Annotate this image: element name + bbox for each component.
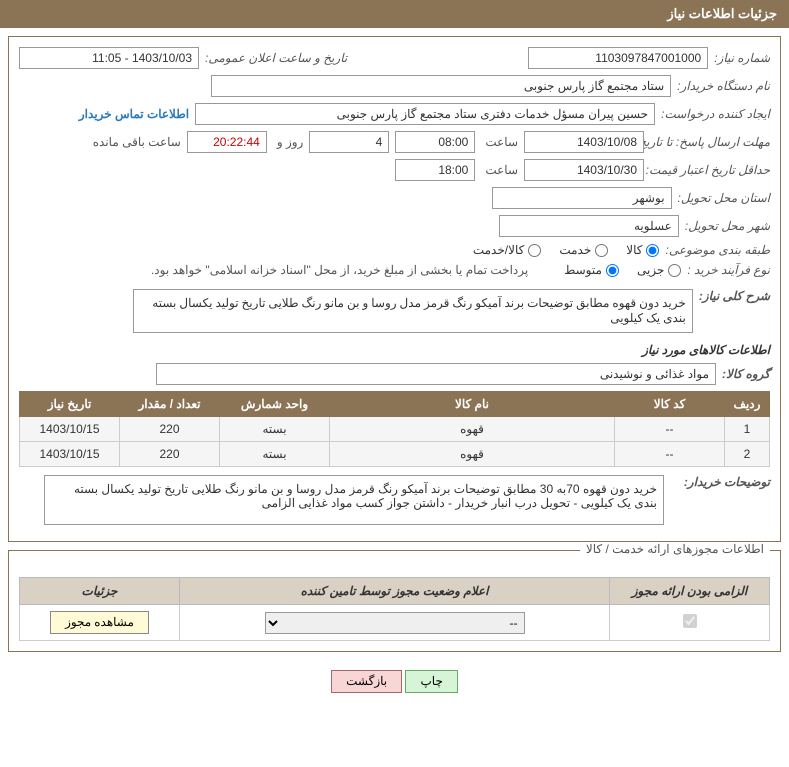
contact-link[interactable]: اطلاعات تماس خریدار [79, 107, 189, 121]
th-code: کد کالا [615, 392, 725, 417]
cell-qty: 220 [120, 417, 220, 442]
radio-service-label: خدمت [559, 243, 591, 257]
cell-date: 1403/10/15 [20, 417, 120, 442]
validity-label: حداقل تاریخ اعتبار قیمت: تا تاریخ: [650, 163, 770, 177]
th-date: تاریخ نیاز [20, 392, 120, 417]
process-note: پرداخت تمام یا بخشی از مبلغ خرید، از محل… [151, 263, 528, 277]
goods-info-title: اطلاعات کالاهای مورد نیاز [19, 343, 770, 357]
requester-label: ایجاد کننده درخواست: [661, 107, 770, 121]
th-name: نام کالا [330, 392, 615, 417]
category-label: طبقه بندی موضوعی: [665, 243, 770, 257]
status-select[interactable]: -- [265, 612, 525, 634]
th-details: جزئیات [20, 578, 180, 605]
deadline-time-field: 08:00 [395, 131, 475, 153]
table-row: 1 -- قهوه بسته 220 1403/10/15 [20, 417, 770, 442]
group-field: مواد غذائی و نوشیدنی [156, 363, 716, 385]
announce-label: تاریخ و ساعت اعلان عمومی: [205, 51, 347, 65]
mandatory-checkbox [683, 614, 697, 628]
buyer-notes-label: توضیحات خریدار: [670, 475, 770, 489]
th-mandatory: الزامی بودن ارائه مجوز [610, 578, 770, 605]
view-permit-button[interactable]: مشاهده مجوز [50, 611, 149, 634]
time-left-field: 20:22:44 [187, 131, 267, 153]
cell-name: قهوه [330, 442, 615, 467]
permits-table: الزامی بودن ارائه مجوز اعلام وضعیت مجوز … [19, 577, 770, 641]
need-number-label: شماره نیاز: [714, 51, 770, 65]
cell-qty: 220 [120, 442, 220, 467]
process-label: نوع فرآیند خرید : [687, 263, 770, 277]
radio-medium[interactable] [606, 264, 619, 277]
days-and-label: روز و [277, 135, 304, 149]
group-label: گروه کالا: [722, 367, 770, 381]
requester-field: حسین پیران مسؤل خدمات دفتری ستاد مجتمع گ… [195, 103, 655, 125]
cell-name: قهوه [330, 417, 615, 442]
province-field: بوشهر [492, 187, 672, 209]
table-row: 2 -- قهوه بسته 220 1403/10/15 [20, 442, 770, 467]
city-field: عسلویه [499, 215, 679, 237]
cell-code: -- [615, 417, 725, 442]
need-number-field: 1103097847001000 [528, 47, 708, 69]
summary-textarea: خرید دون قهوه مطابق توضیحات برند آمیکو ر… [133, 289, 693, 333]
permits-section: اطلاعات مجوزهای ارائه خدمت / کالا الزامی… [8, 550, 781, 652]
time-left-suffix: ساعت باقی مانده [93, 135, 181, 149]
goods-table: ردیف کد کالا نام کالا واحد شمارش تعداد /… [19, 391, 770, 467]
cell-row: 2 [725, 442, 770, 467]
th-status: اعلام وضعیت مجوز توسط تامین کننده [180, 578, 610, 605]
process-radio-group: جزیی متوسط [564, 263, 681, 277]
buyer-notes-box: خرید دون قهوه 70به 30 مطابق توضیحات برند… [44, 475, 664, 525]
radio-goods-label: کالا [626, 243, 642, 257]
cell-unit: بسته [220, 442, 330, 467]
radio-service[interactable] [595, 244, 608, 257]
buyer-org-field: ستاد مجتمع گاز پارس جنوبی [211, 75, 671, 97]
deadline-label: مهلت ارسال پاسخ: تا تاریخ: [650, 135, 770, 149]
time-label-2: ساعت [485, 163, 518, 177]
radio-small-label: جزیی [637, 263, 664, 277]
radio-both[interactable] [528, 244, 541, 257]
announce-field: 1403/10/03 - 11:05 [19, 47, 199, 69]
permits-section-title: اطلاعات مجوزهای ارائه خدمت / کالا [580, 542, 770, 556]
cell-row: 1 [725, 417, 770, 442]
cell-unit: بسته [220, 417, 330, 442]
permit-row: -- مشاهده مجوز [20, 605, 770, 641]
th-qty: تعداد / مقدار [120, 392, 220, 417]
cell-code: -- [615, 442, 725, 467]
validity-time-field: 18:00 [395, 159, 475, 181]
category-radio-group: کالا خدمت کالا/خدمت [473, 243, 660, 257]
footer-buttons: چاپ بازگشت [0, 660, 789, 703]
back-button[interactable]: بازگشت [331, 670, 402, 693]
th-unit: واحد شمارش [220, 392, 330, 417]
time-label-1: ساعت [485, 135, 518, 149]
summary-label: شرح کلی نیاز: [699, 289, 770, 303]
radio-small[interactable] [668, 264, 681, 277]
radio-both-label: کالا/خدمت [473, 243, 524, 257]
radio-medium-label: متوسط [564, 263, 602, 277]
validity-date-field: 1403/10/30 [524, 159, 644, 181]
buyer-org-label: نام دستگاه خریدار: [677, 79, 770, 93]
main-section: شماره نیاز: 1103097847001000 تاریخ و ساع… [8, 36, 781, 542]
city-label: شهر محل تحویل: [685, 219, 770, 233]
th-row: ردیف [725, 392, 770, 417]
province-label: استان محل تحویل: [678, 191, 770, 205]
radio-goods[interactable] [646, 244, 659, 257]
cell-date: 1403/10/15 [20, 442, 120, 467]
deadline-date-field: 1403/10/08 [524, 131, 644, 153]
page-header: جزئیات اطلاعات نیاز [0, 0, 789, 28]
print-button[interactable]: چاپ [405, 670, 457, 693]
days-left-field: 4 [309, 131, 389, 153]
